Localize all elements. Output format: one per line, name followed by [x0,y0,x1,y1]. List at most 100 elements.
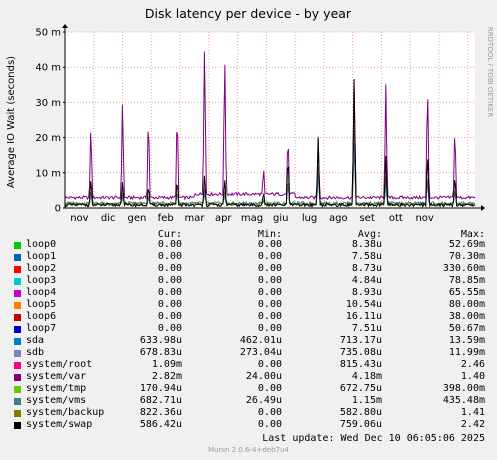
axes: 0 10 m 20 m 30 m 40 m 50 m nov dic gen feb mar apr m… [35,24,485,224]
legend-value-cur: 682.71u [139,395,182,406]
legend-value-avg: 4.84u [351,275,382,286]
legend-value-max: 330.60m [442,263,485,274]
legend-value-max: 65.55m [448,287,485,298]
col-avg-header: Avg: [357,229,382,240]
legend-swatch [14,314,21,321]
legend-series-name: loop5 [26,299,57,310]
last-update: Last update: Wed Dec 10 06:05:06 2025 [262,433,485,444]
legend-value-min: 0.00 [257,239,282,250]
legend-value-avg: 7.58u [351,251,382,262]
plot-area [65,32,475,208]
grid [64,31,475,208]
legend-value-min: 0.00 [257,359,282,370]
legend-value-max: 435.48m [442,395,485,406]
legend-value-cur: 2.82m [151,371,182,382]
legend-swatch [14,254,21,261]
x-tick-label: mag [241,213,263,224]
legend-value-avg: 582.80u [339,407,382,418]
legend-value-avg: 8.38u [351,239,382,250]
y-tick-label: 10 m [35,168,61,179]
legend-value-cur: 1.09m [151,359,182,370]
legend-value-max: 1.40 [460,371,485,382]
legend-value-min: 0.00 [257,311,282,322]
legend-value-min: 0.00 [257,323,282,334]
legend-value-avg: 8.93u [351,287,382,298]
legend-series-name: loop7 [26,323,57,334]
legend-value-max: 2.46 [460,359,485,370]
legend-value-avg: 4.18m [351,371,382,382]
legend-value-max: 11.99m [448,347,485,358]
legend-value-max: 50.67m [448,323,485,334]
legend-value-cur: 822.36u [139,407,182,418]
legend-swatch [14,398,21,405]
y-tick-label: 0 [55,204,61,215]
legend-series-name: sdb [26,347,45,358]
x-tick-label: ago [329,213,348,224]
legend-value-min: 462.01u [239,335,282,346]
legend-value-max: 1.41 [460,407,485,418]
legend-series-name: system/var [26,371,87,382]
legend-series-name: loop1 [26,251,57,262]
legend-value-cur: 586.42u [139,419,182,430]
legend-series-name: system/backup [26,407,105,418]
series-line-system-swap [64,79,476,209]
y-tick-label: 20 m [35,133,61,144]
series-line-system-var [64,51,476,201]
legend-swatch [14,326,21,333]
legend-series-name: system/swap [26,419,93,430]
legend-value-min: 0.00 [257,419,282,430]
legend-swatch [14,290,21,297]
legend-swatch [14,350,21,357]
x-tick-label: nov [70,213,88,224]
x-tick-label: mar [184,213,205,224]
legend-series-name: system/vms [26,395,87,406]
legend-value-min: 0.00 [257,299,282,310]
legend-value-cur: 633.98u [139,335,182,346]
legend-series-name: system/root [26,359,93,370]
legend-value-min: 24.00u [245,371,282,382]
legend-swatch [14,422,21,429]
legend-value-min: 26.49u [245,395,282,406]
legend-value-cur: 0.00 [157,251,182,262]
legend-value-avg: 16.11u [345,311,382,322]
legend-value-cur: 170.94u [139,383,182,394]
legend-value-max: 2.42 [460,419,485,430]
legend-series-name: loop0 [26,239,57,250]
legend-value-min: 0.00 [257,275,282,286]
legend-value-cur: 678.83u [139,347,182,358]
legend-value-max: 38.00m [448,311,485,322]
y-axis-arrow [62,24,68,28]
legend-swatch [14,266,21,273]
legend-swatch [14,386,21,393]
y-tick-label: 30 m [35,98,61,109]
legend-value-cur: 0.00 [157,263,182,274]
series-layer [64,51,476,209]
legend-value-avg: 713.17u [339,335,382,346]
legend-swatch [14,338,21,345]
legend-value-avg: 1.15m [351,395,382,406]
legend-value-avg: 7.51u [351,323,382,334]
y-axis-label: Average IO Wait (seconds) [6,56,17,188]
legend-value-max: 80.00m [448,299,485,310]
x-tick-label: gen [128,213,147,224]
x-tick-label: feb [158,213,174,224]
legend-swatch [14,302,21,309]
legend-series-name: loop3 [26,275,57,286]
legend-value-cur: 0.00 [157,323,182,334]
x-axis-arrow [481,205,485,211]
legend-value-max: 70.30m [448,251,485,262]
legend-value-min: 0.00 [257,287,282,298]
legend-value-max: 52.69m [448,239,485,250]
y-tick-label: 40 m [35,63,61,74]
x-tick-label: nov [415,213,433,224]
legend-value-min: 0.00 [257,383,282,394]
legend-value-avg: 735.08u [339,347,382,358]
legend-value-cur: 0.00 [157,239,182,250]
legend-swatch [14,362,21,369]
legend-swatch [14,410,21,417]
col-min-header: Min: [257,229,282,240]
legend-value-avg: 759.06u [339,419,382,430]
col-cur-header: Cur: [157,229,182,240]
